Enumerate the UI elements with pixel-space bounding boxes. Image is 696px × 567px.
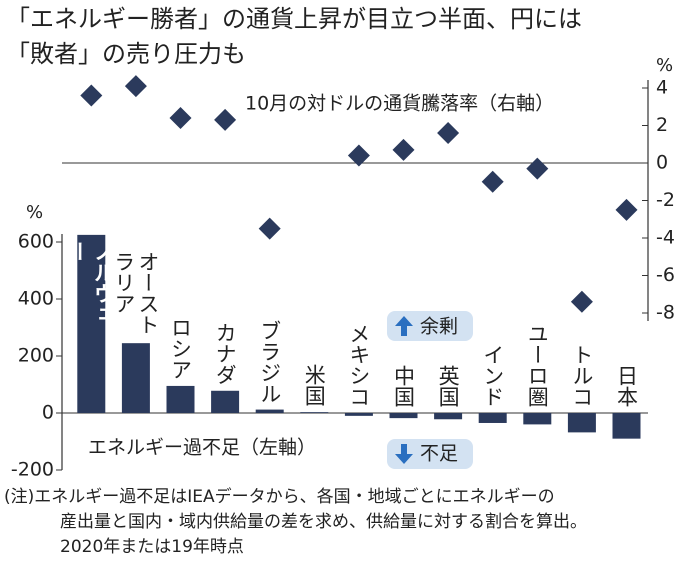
annotation: 余剰 [420,316,458,338]
y-tick-label: 0 [42,402,54,424]
y2-tick-label: -8 [656,302,675,324]
title-line: 「敗者」の売り圧力も [6,40,246,68]
bar [344,413,373,416]
diamond [169,107,192,129]
x-tick-label: ロシア [168,316,193,380]
bar [255,409,284,413]
up-arrow [395,316,413,336]
y2-tick-label: 4 [656,77,668,99]
y-tick-label: 200 [18,345,54,367]
x-tick-label: ユーロ圏 [525,323,550,407]
diamond [80,84,103,107]
x-tick-label: メキシコ [346,323,371,407]
bar [77,234,106,413]
note-line: (注)エネルギー過不足はIEAデータから、各国・地域ごとにエネルギーの [4,486,555,507]
bar [121,343,150,413]
bar [523,413,552,425]
x-tick-label: 英国 [436,365,461,407]
y2-tick-label: 2 [656,114,668,136]
y-tick-label: -200 [11,459,54,481]
x-tick-label: トルコ [569,344,594,407]
x-tick-label: 中国 [391,365,416,407]
bar [478,413,507,423]
diamond [392,138,415,161]
diamond [347,144,370,167]
x-tick-label: ノルウェー [67,240,116,325]
bar [567,413,596,433]
x-tick-label: インド [480,344,505,407]
badge [387,439,473,469]
y2-unit: % [656,55,673,76]
y2-tick-label: -6 [656,264,675,286]
y2-tick-label: -4 [656,227,675,249]
diamond [214,108,237,131]
diamond [258,217,281,240]
series-label: エネルギー過不足（左軸） [88,437,316,459]
y-tick-label: 400 [18,288,54,310]
x-tick-label: オーストラリア [111,251,160,336]
diamond [481,170,504,193]
title-line: 「エネルギー勝者」の通貨上昇が目立つ半面、円には [6,5,582,33]
x-tick-label: 日本 [614,365,639,407]
diamond [124,75,147,98]
bar [612,413,641,439]
x-tick-label: ブラジル [257,319,282,404]
badge [387,311,473,341]
note-line: 2020年または19年時点 [60,537,244,557]
note-line: 産出量と国内・域内供給量の差を求め、供給量に対する割合を算出。 [60,512,587,532]
diamond [526,157,549,180]
y2-tick-label: 0 [656,152,668,174]
down-arrow [395,444,413,464]
bar [300,412,329,413]
diamond [437,122,460,144]
y2-tick-label: -2 [656,189,675,211]
bar [211,390,240,413]
x-tick-label: カナダ [213,321,238,385]
diamond [615,198,638,221]
annotation: 不足 [420,443,458,465]
series-label: 10月の対ドルの通貨騰落率（右軸） [245,93,554,115]
bar [389,413,418,419]
x-tick-label: 米国 [302,364,327,407]
y-tick-label: 600 [18,231,54,253]
bar [166,385,195,413]
y-unit: % [26,202,43,223]
diamond [570,290,593,313]
bar [434,413,463,420]
